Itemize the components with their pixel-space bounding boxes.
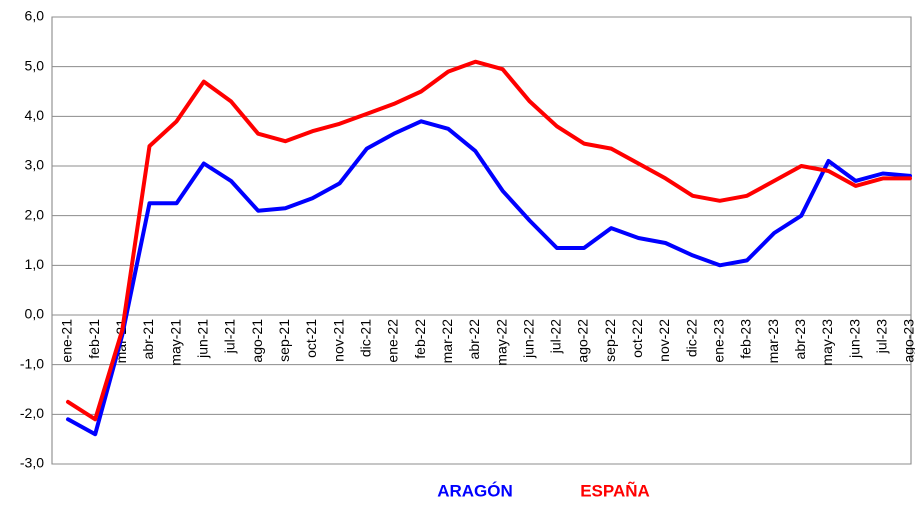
x-tick-label: ene-22 — [385, 319, 401, 363]
x-tick-label: feb-21 — [86, 319, 102, 359]
y-tick-label: 1,0 — [25, 256, 45, 272]
y-tick-label: -3,0 — [20, 455, 44, 471]
x-tick-label: may-22 — [493, 319, 509, 366]
x-tick-label: abr-23 — [792, 319, 808, 360]
x-tick-label: oct-21 — [303, 319, 319, 358]
legend-label: ESPAÑA — [580, 480, 650, 500]
y-tick-label: -2,0 — [20, 405, 44, 421]
x-tick-label: mar-22 — [439, 319, 455, 364]
x-tick-label: dic-21 — [357, 319, 373, 357]
y-tick-label: 4,0 — [25, 107, 45, 123]
series-line — [66, 59, 912, 422]
plot-border — [51, 16, 912, 465]
x-tick-label: may-21 — [167, 319, 183, 366]
x-tick-label: ago-22 — [575, 319, 591, 363]
x-tick-label: jun-21 — [195, 319, 211, 359]
x-tick-label: jun-23 — [846, 319, 862, 359]
x-tick-label: sep-22 — [602, 319, 618, 362]
y-tick-label: 0,0 — [25, 306, 45, 322]
x-tick-label: oct-22 — [629, 319, 645, 358]
y-tick-label: 3,0 — [25, 157, 45, 173]
x-tick-label: feb-23 — [738, 319, 754, 359]
x-tick-label: jul-21 — [222, 319, 238, 354]
x-tick-label: ago-21 — [249, 319, 265, 363]
x-tick-label: nov-21 — [330, 319, 346, 362]
legend-label: ARAGÓN — [437, 481, 513, 500]
y-tick-label: 5,0 — [25, 57, 45, 73]
x-tick-label: feb-22 — [412, 319, 428, 359]
x-tick-label: abr-21 — [140, 319, 156, 360]
x-tick-label: ene-23 — [711, 319, 727, 363]
x-tick-label: ago-23 — [901, 319, 915, 363]
x-tick-label: ene-21 — [59, 319, 75, 363]
x-tick-label: mar-23 — [765, 319, 781, 364]
x-tick-label: nov-22 — [656, 319, 672, 362]
y-tick-label: 6,0 — [25, 8, 45, 24]
x-tick-label: abr-22 — [466, 319, 482, 360]
x-tick-label: jun-22 — [520, 319, 536, 359]
x-tick-label: jul-23 — [874, 319, 890, 354]
series-line — [66, 119, 912, 437]
y-tick-label: 2,0 — [25, 206, 45, 222]
x-tick-label: dic-22 — [683, 319, 699, 357]
x-tick-label: jul-22 — [548, 319, 564, 354]
y-tick-label: -1,0 — [20, 355, 44, 371]
x-tick-label: may-23 — [819, 319, 835, 366]
x-tick-label: sep-21 — [276, 319, 292, 362]
